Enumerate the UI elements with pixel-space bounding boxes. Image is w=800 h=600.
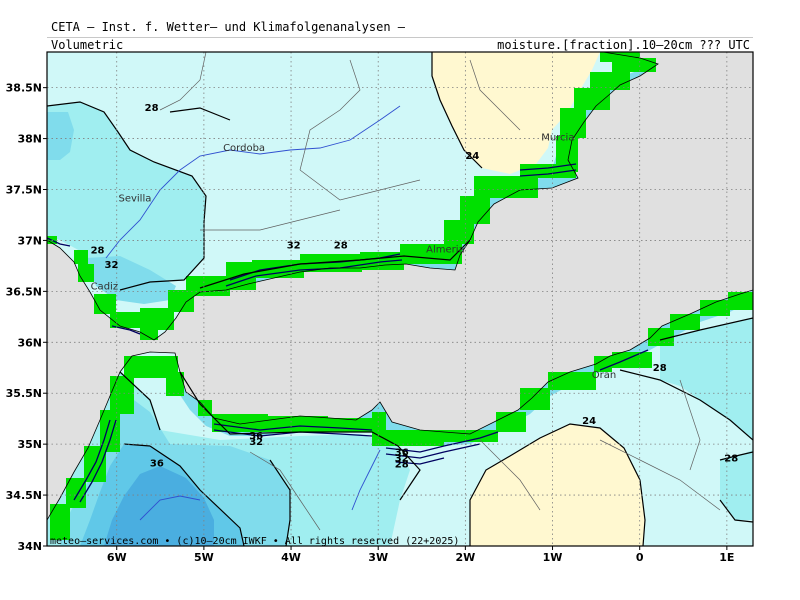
latitude-tick-label: 38N <box>17 133 42 146</box>
longitude-tick-label: 4W <box>281 551 301 564</box>
place-label: Almeria <box>426 245 465 256</box>
map-title: CETA – Inst. f. Wetter– und Klimafolgena… <box>51 20 406 34</box>
latitude-tick-label: 37.5N <box>6 184 42 197</box>
longitude-tick-label: 0 <box>636 551 644 564</box>
contour-value-label: 24 <box>582 416 596 427</box>
longitude-tick-label: 2W <box>455 551 475 564</box>
longitude-tick-label: 5W <box>194 551 214 564</box>
latitude-tick-label: 35.5N <box>6 387 42 400</box>
contour-value-label: 28 <box>395 460 409 471</box>
latitude-tick-label: 38.5N <box>6 82 42 95</box>
contour-value-label: 36 <box>150 459 164 470</box>
borders <box>159 52 721 531</box>
latitude-tick-label: 35N <box>17 438 42 451</box>
contour-value-label: 32 <box>105 260 119 271</box>
coastline <box>47 52 753 521</box>
latitude-tick-label: 36.5N <box>6 285 42 298</box>
contour-value-label: 28 <box>334 241 348 252</box>
contour-lines <box>47 52 753 546</box>
place-labels: Cordoba Sevilla Murcia Almeria Cadiz Oran <box>91 133 617 381</box>
latitude-tick-label: 34.5N <box>6 489 42 502</box>
place-label: Cadiz <box>91 281 119 292</box>
map-plot-area: Cordoba Sevilla Murcia Almeria Cadiz Oran 28 2… <box>47 52 753 546</box>
place-label: Murcia <box>541 133 574 144</box>
latitude-tick-label: 37N <box>17 234 42 247</box>
wet-coast-spain <box>47 52 656 340</box>
place-label: Oran <box>592 370 616 381</box>
contour-value-label: 28 <box>653 363 667 374</box>
contour-value-label: 28 <box>91 246 105 257</box>
contour-value-label: 32 <box>395 453 409 464</box>
longitude-tick-label: 1E <box>719 551 734 564</box>
place-label: Sevilla <box>118 194 151 205</box>
contour-value-label: 24 <box>465 151 479 162</box>
header-divider <box>47 37 753 38</box>
variable-description: moisture.[fraction].10–20cm ??? UTC <box>497 38 750 52</box>
contour-value-label: 32 <box>249 437 263 448</box>
latitude-ticks: 38.5N 38N 37.5N 37N 36.5N 36N 35.5N 35N 34.5N 34N <box>6 82 47 553</box>
moist-zone-east-south <box>720 450 753 520</box>
longitude-tick-label: 6W <box>107 551 127 564</box>
place-label: Cordoba <box>223 143 265 154</box>
contour-value-label: 32 <box>287 241 301 252</box>
variable-label: Volumetric <box>51 38 124 52</box>
moist-zone-east-algeria <box>660 318 753 440</box>
contour-value-label: 28 <box>145 103 159 114</box>
copyright-credit: meteo–services.com • (c)10–20cm IWKF • A… <box>50 536 459 547</box>
latitude-tick-label: 36N <box>17 336 42 349</box>
dry-area-murcia <box>432 52 600 174</box>
moist-zone-inner-south <box>86 256 176 304</box>
map-grid <box>47 52 753 546</box>
longitude-ticks: 6W 5W 4W 3W 2W 1W 0 1E <box>107 546 734 564</box>
dry-area-algeria <box>470 424 645 546</box>
contour-value-label: 36 <box>395 447 409 458</box>
moist-zone-inner <box>47 112 74 160</box>
moist-zone-guadalquivir <box>47 102 206 290</box>
rivers <box>105 105 401 521</box>
wettest-zone-morocco <box>104 466 214 546</box>
latitude-tick-label: 34N <box>17 540 42 553</box>
map-frame <box>46 51 754 547</box>
longitude-tick-label: 3W <box>368 551 388 564</box>
contour-value-label: 28 <box>724 453 738 464</box>
longitude-tick-label: 1W <box>543 551 563 564</box>
contour-value-label: 36 <box>249 431 263 442</box>
